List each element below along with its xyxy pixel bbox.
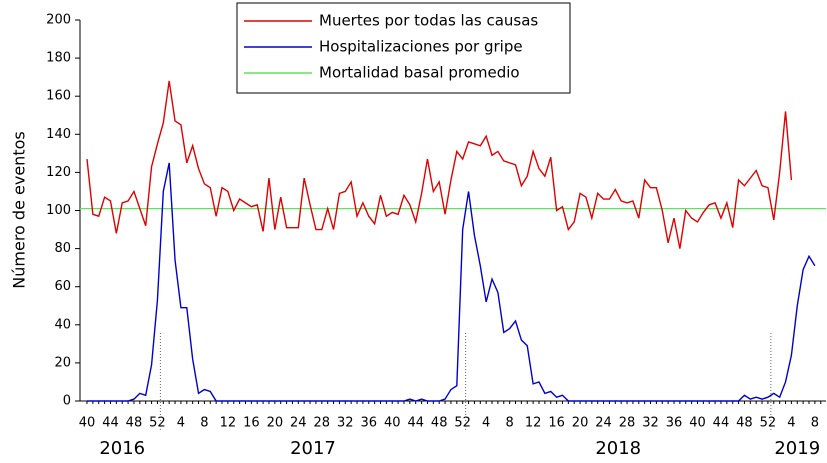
x-tick-label: 52 (149, 416, 166, 431)
series-line (86, 80, 793, 249)
x-tick-label: 48 (126, 416, 143, 431)
x-tick-label: 32 (642, 416, 659, 431)
x-tick-label: 4 (787, 416, 795, 431)
x-tick-label: 48 (736, 416, 753, 431)
x-tick-label: 40 (79, 416, 96, 431)
y-tick-label: 160 (46, 89, 71, 104)
y-tick-label: 60 (54, 279, 71, 294)
legend-label: Hospitalizaciones por gripe (319, 38, 523, 56)
x-tick-label: 52 (760, 416, 777, 431)
year-label: 2016 (99, 438, 145, 459)
x-tick-label: 16 (243, 416, 260, 431)
y-tick-label: 180 (46, 51, 71, 66)
x-tick-label: 16 (548, 416, 565, 431)
series-line (87, 162, 816, 402)
x-tick-label: 36 (360, 416, 377, 431)
y-tick-label: 20 (54, 355, 71, 370)
x-tick-label: 28 (314, 416, 331, 431)
x-tick-label: 40 (384, 416, 401, 431)
x-tick-label: 12 (220, 416, 237, 431)
y-tick-label: 200 (46, 13, 71, 28)
x-tick-label: 24 (290, 416, 307, 431)
y-tick-label: 80 (54, 241, 71, 256)
y-tick-label: 0 (63, 394, 71, 409)
x-tick-label: 44 (102, 416, 119, 431)
x-tick-label: 8 (200, 416, 208, 431)
y-tick-label: 40 (54, 317, 71, 332)
x-tick-label: 8 (505, 416, 513, 431)
x-tick-label: 12 (525, 416, 542, 431)
x-tick-label: 24 (595, 416, 612, 431)
x-tick-label: 8 (811, 416, 819, 431)
x-tick-label: 32 (337, 416, 354, 431)
legend-label: Muertes por todas las causas (319, 12, 538, 30)
y-axis-label: Número de eventos (10, 131, 29, 288)
x-tick-label: 36 (666, 416, 683, 431)
legend: Muertes por todas las causas Hospitalizac… (236, 2, 571, 94)
year-label: 2017 (290, 438, 336, 459)
y-tick-label: 140 (46, 127, 71, 142)
legend-label: Mortalidad basal promedio (319, 64, 520, 82)
y-tick-label: 120 (46, 165, 71, 180)
x-tick-label: 44 (713, 416, 730, 431)
x-tick-label: 52 (454, 416, 471, 431)
x-tick-label: 4 (177, 416, 185, 431)
x-tick-label: 20 (572, 416, 589, 431)
legend-box (236, 2, 571, 94)
x-tick-label: 40 (689, 416, 706, 431)
x-tick-label: 48 (431, 416, 448, 431)
x-tick-label: 4 (482, 416, 490, 431)
x-tick-label: 28 (619, 416, 636, 431)
x-tick-label: 44 (407, 416, 424, 431)
year-label: 2019 (774, 438, 820, 459)
x-tick-label: 20 (267, 416, 284, 431)
y-tick-label: 100 (46, 203, 71, 218)
year-label: 2018 (595, 438, 641, 459)
